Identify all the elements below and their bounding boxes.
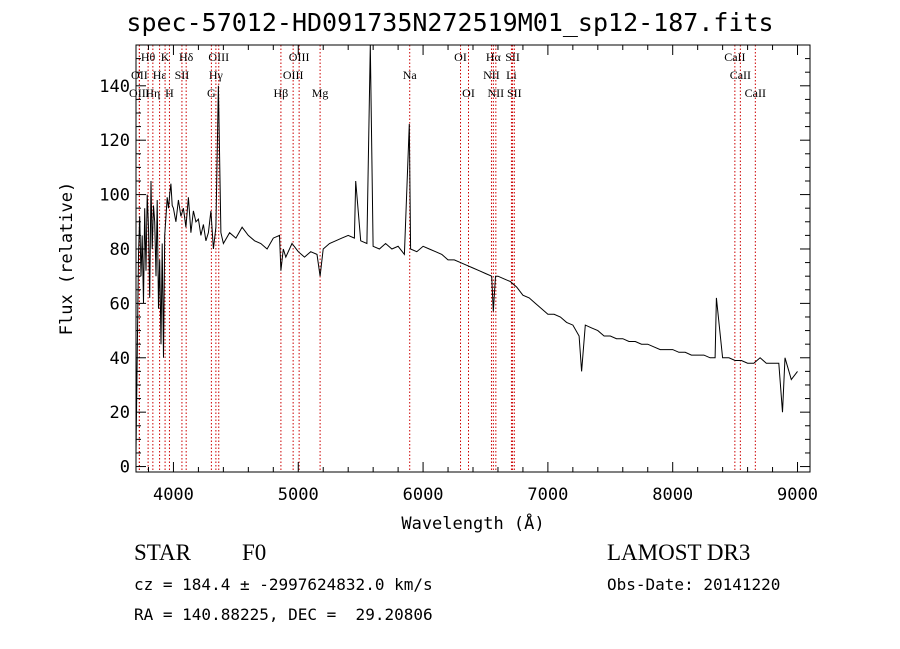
line-label-4: OIII xyxy=(289,50,310,64)
y-tick-label-40: 40 xyxy=(110,349,130,369)
x-tick-label-7000: 7000 xyxy=(527,485,568,505)
line-label-3: OIII xyxy=(208,50,229,64)
line-label-1: K xyxy=(161,50,170,64)
x-axis-label: Wavelength (Å) xyxy=(401,512,544,534)
line-label-12: Hγ xyxy=(209,68,224,82)
survey-label: LAMOST DR3 xyxy=(607,540,751,565)
line-label-19: Hη xyxy=(145,86,160,100)
line-label-18: OIII xyxy=(129,86,150,100)
y-tick-label-120: 120 xyxy=(99,131,130,151)
line-label-22: Hβ xyxy=(274,86,289,100)
line-label-5: OI xyxy=(454,50,467,64)
object-class: STAR xyxy=(134,540,191,565)
y-tick-label-140: 140 xyxy=(99,77,130,97)
x-tick-label-8000: 8000 xyxy=(652,485,693,505)
line-label-2: Hδ xyxy=(179,50,194,64)
line-label-21: G xyxy=(207,86,216,100)
redshift-text: cz = 184.4 ± -2997624832.0 km/s xyxy=(134,575,433,594)
x-tick-label-5000: 5000 xyxy=(278,485,319,505)
line-label-24: OI xyxy=(462,86,475,100)
line-label-27: CaII xyxy=(745,86,766,100)
chart-title: spec-57012-HD091735N272519M01_sp12-187.f… xyxy=(126,8,774,37)
line-label-6: Hα xyxy=(486,50,502,64)
line-label-15: NII xyxy=(483,68,500,82)
line-label-7: SII xyxy=(505,50,520,64)
y-tick-label-100: 100 xyxy=(99,186,130,206)
y-tick-label-20: 20 xyxy=(110,403,130,423)
line-label-20: H xyxy=(165,86,174,100)
y-tick-label-80: 80 xyxy=(110,240,130,260)
line-label-14: Na xyxy=(403,68,418,82)
x-tick-label-6000: 6000 xyxy=(403,485,444,505)
obs-date: Obs-Date: 20141220 xyxy=(607,575,781,594)
x-tick-label-4000: 4000 xyxy=(153,485,194,505)
line-label-16: Li xyxy=(506,68,517,82)
line-label-13: OIII xyxy=(283,68,304,82)
line-label-9: OII xyxy=(131,68,148,82)
line-label-10: Hε xyxy=(153,68,167,82)
x-tick-label-9000: 9000 xyxy=(777,485,818,505)
spectrum-line xyxy=(135,44,798,454)
line-label-0: Hθ xyxy=(141,50,156,64)
line-label-17: CaII xyxy=(730,68,751,82)
y-tick-label-0: 0 xyxy=(120,458,130,478)
line-label-8: CaII xyxy=(724,50,745,64)
line-label-25: NII xyxy=(488,86,505,100)
y-tick-label-60: 60 xyxy=(110,294,130,314)
plot-frame xyxy=(135,44,811,473)
y-axis-label: Flux (relative) xyxy=(57,182,77,336)
object-subclass: F0 xyxy=(242,540,267,565)
coordinates: RA = 140.88225, DEC = 29.20806 xyxy=(134,605,433,624)
line-label-23: Mg xyxy=(312,86,329,100)
line-label-11: SII xyxy=(175,68,190,82)
line-label-26: SII xyxy=(507,86,522,100)
